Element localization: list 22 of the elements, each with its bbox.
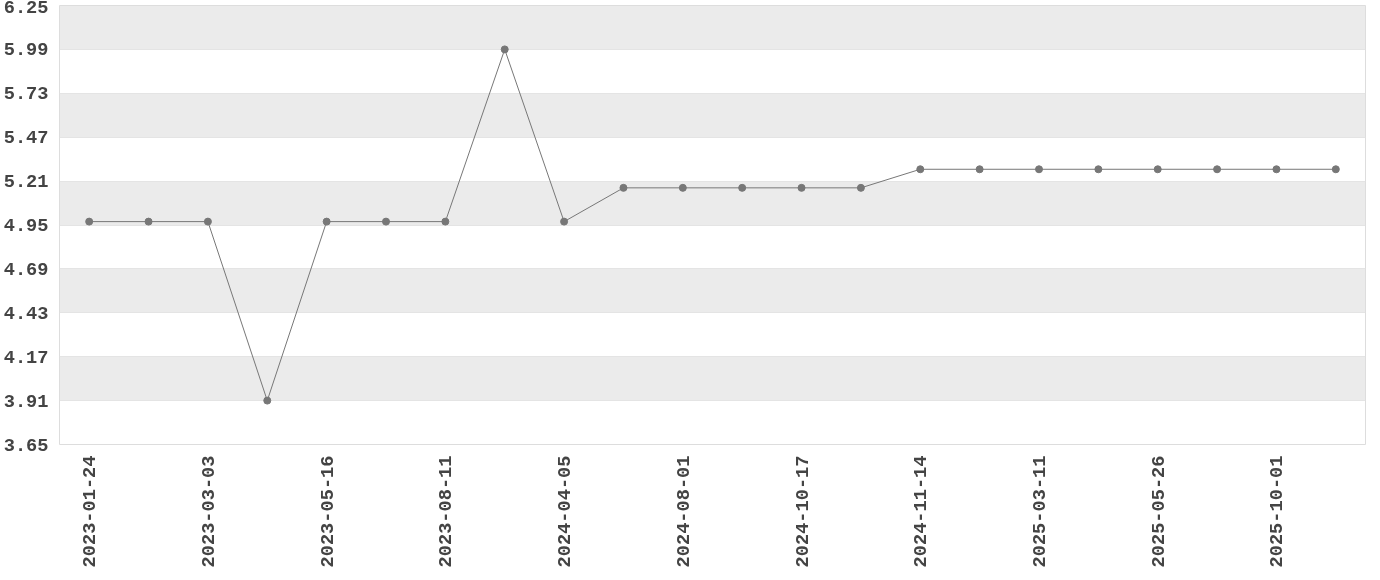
x-tick-label: 2024-04-05 bbox=[554, 455, 577, 568]
y-tick-label: 5.47 bbox=[3, 127, 49, 150]
y-tick-label: 5.73 bbox=[3, 83, 49, 106]
x-tick-label: 2024-10-17 bbox=[791, 455, 814, 568]
x-tick-label: 2025-05-26 bbox=[1147, 455, 1170, 568]
x-tick-label: 2024-08-01 bbox=[672, 455, 695, 568]
y-tick-label: 6.25 bbox=[3, 0, 49, 19]
y-tick-label: 3.91 bbox=[3, 390, 49, 413]
y-tick-label: 5.99 bbox=[3, 39, 49, 62]
y-tick-label: 4.17 bbox=[3, 346, 49, 369]
x-tick-label: 2023-01-24 bbox=[79, 455, 102, 568]
y-tick-label: 4.95 bbox=[3, 215, 49, 237]
x-tick-label: 2023-03-03 bbox=[197, 455, 220, 568]
x-tick-label: 2025-10-01 bbox=[1266, 455, 1289, 568]
y-tick-label: 4.69 bbox=[3, 258, 49, 281]
x-tick-label: 2025-03-11 bbox=[1029, 455, 1051, 568]
x-tick-label: 2023-05-16 bbox=[316, 455, 339, 568]
x-tick-label: 2023-08-11 bbox=[435, 455, 458, 568]
y-tick-label: 3.65 bbox=[3, 434, 49, 457]
x-tick-label: 2024-11-14 bbox=[910, 455, 933, 568]
y-tick-label: 4.43 bbox=[3, 302, 49, 325]
y-tick-label: 5.21 bbox=[3, 171, 49, 194]
